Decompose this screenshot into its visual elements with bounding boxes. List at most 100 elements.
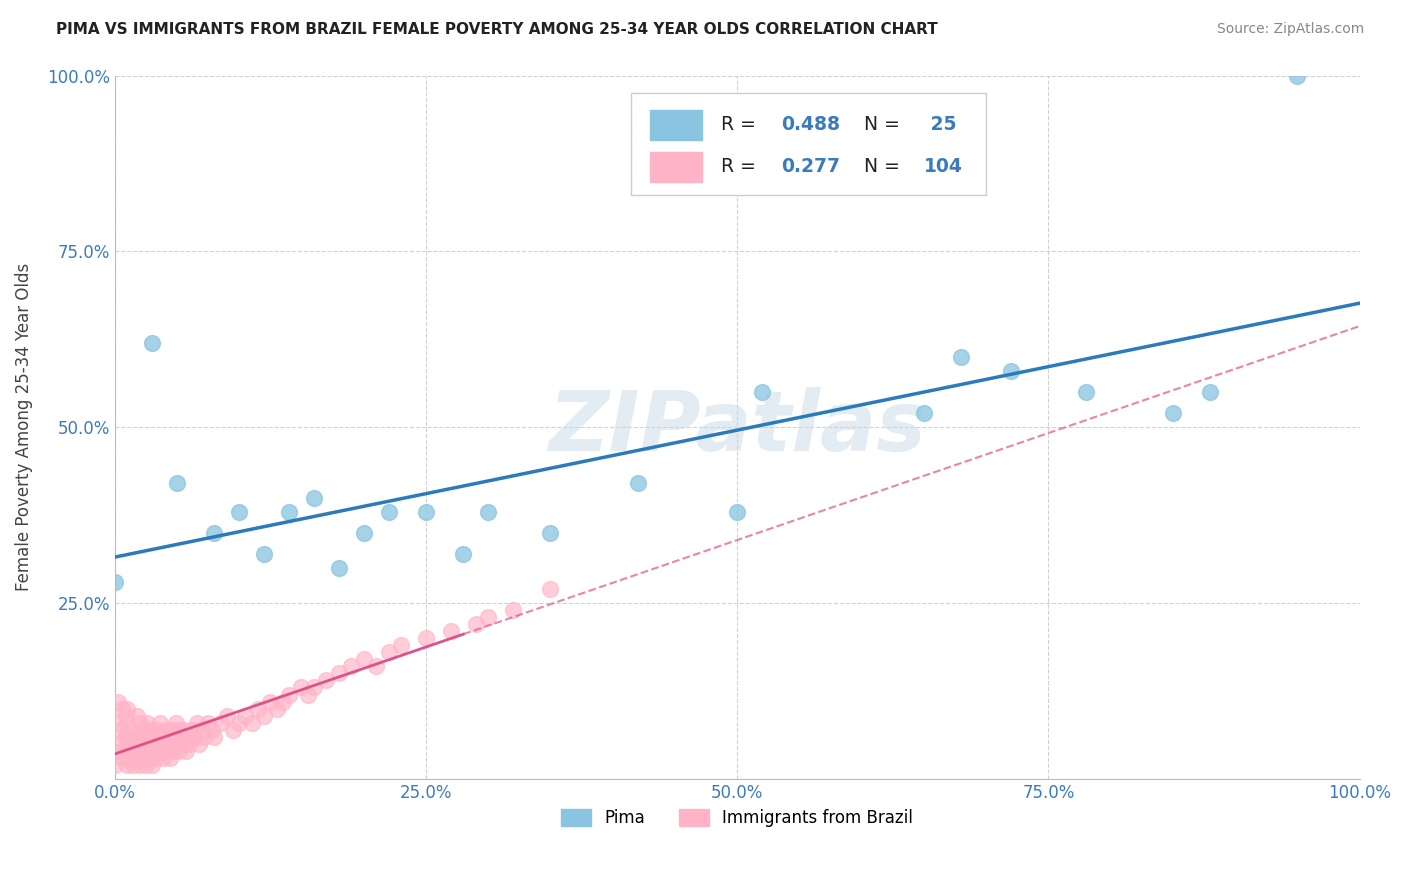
Immigrants from Brazil [127, 708, 149, 723]
Immigrants from Brazil [202, 730, 225, 744]
Immigrants from Brazil [174, 744, 197, 758]
Immigrants from Brazil [156, 744, 179, 758]
Pima [228, 505, 250, 519]
Immigrants from Brazil [128, 715, 150, 730]
Immigrants from Brazil [183, 730, 205, 744]
Immigrants from Brazil [107, 694, 129, 708]
Text: 25: 25 [924, 115, 956, 135]
Immigrants from Brazil [115, 701, 138, 715]
Immigrants from Brazil [159, 737, 181, 751]
Pima [1199, 385, 1222, 400]
Immigrants from Brazil [155, 723, 177, 737]
Immigrants from Brazil [146, 723, 169, 737]
Immigrants from Brazil [193, 730, 215, 744]
Immigrants from Brazil [440, 624, 463, 639]
Immigrants from Brazil [162, 744, 184, 758]
Y-axis label: Female Poverty Among 25-34 Year Olds: Female Poverty Among 25-34 Year Olds [15, 263, 32, 591]
Immigrants from Brazil [215, 708, 238, 723]
Immigrants from Brazil [173, 723, 195, 737]
Immigrants from Brazil [148, 737, 170, 751]
Immigrants from Brazil [135, 730, 157, 744]
Immigrants from Brazil [115, 744, 138, 758]
Bar [650, 153, 702, 182]
Immigrants from Brazil [112, 751, 135, 765]
Pima [950, 350, 973, 364]
Immigrants from Brazil [315, 673, 337, 688]
Immigrants from Brazil [366, 659, 388, 673]
Immigrants from Brazil [278, 688, 301, 702]
Immigrants from Brazil [464, 617, 486, 632]
Immigrants from Brazil [271, 694, 294, 708]
Immigrants from Brazil [138, 737, 160, 751]
Pima [141, 335, 163, 350]
Immigrants from Brazil [389, 638, 412, 652]
Immigrants from Brazil [477, 610, 499, 624]
Immigrants from Brazil [186, 715, 208, 730]
Immigrants from Brazil [297, 688, 319, 702]
Pima [377, 505, 399, 519]
Immigrants from Brazil [152, 751, 174, 765]
Immigrants from Brazil [328, 666, 350, 681]
Immigrants from Brazil [415, 632, 437, 646]
Immigrants from Brazil [128, 757, 150, 772]
Immigrants from Brazil [143, 730, 166, 744]
Immigrants from Brazil [124, 751, 146, 765]
Immigrants from Brazil [159, 751, 181, 765]
Pima [302, 491, 325, 505]
Immigrants from Brazil [108, 744, 131, 758]
Pima [253, 547, 276, 561]
Immigrants from Brazil [266, 701, 288, 715]
Pima [328, 561, 350, 575]
Pima [202, 525, 225, 540]
Immigrants from Brazil [209, 715, 232, 730]
Immigrants from Brazil [149, 744, 172, 758]
Pima [1286, 69, 1309, 83]
Pima [751, 385, 773, 400]
Immigrants from Brazil [115, 757, 138, 772]
Immigrants from Brazil [197, 715, 219, 730]
Pima [1074, 385, 1097, 400]
Immigrants from Brazil [129, 730, 152, 744]
Text: R =: R = [721, 115, 762, 135]
Immigrants from Brazil [134, 744, 156, 758]
Pima [453, 547, 475, 561]
Text: 104: 104 [924, 158, 963, 177]
Pima [725, 505, 748, 519]
Immigrants from Brazil [120, 737, 142, 751]
Pima [912, 406, 935, 420]
Pima [166, 476, 188, 491]
Immigrants from Brazil [127, 744, 149, 758]
Text: 0.277: 0.277 [780, 158, 839, 177]
Immigrants from Brazil [111, 701, 134, 715]
Text: R =: R = [721, 158, 762, 177]
Immigrants from Brazil [153, 737, 176, 751]
Pima [626, 476, 648, 491]
Immigrants from Brazil [253, 708, 276, 723]
Immigrants from Brazil [259, 694, 281, 708]
Pima [353, 525, 375, 540]
Immigrants from Brazil [538, 582, 561, 596]
Immigrants from Brazil [176, 730, 198, 744]
Immigrants from Brazil [201, 723, 224, 737]
Text: PIMA VS IMMIGRANTS FROM BRAZIL FEMALE POVERTY AMONG 25-34 YEAR OLDS CORRELATION : PIMA VS IMMIGRANTS FROM BRAZIL FEMALE PO… [56, 22, 938, 37]
Immigrants from Brazil [132, 723, 155, 737]
Immigrants from Brazil [502, 603, 524, 617]
Immigrants from Brazil [246, 701, 269, 715]
Immigrants from Brazil [240, 715, 263, 730]
Pima [477, 505, 499, 519]
Immigrants from Brazil [138, 751, 160, 765]
Immigrants from Brazil [148, 715, 170, 730]
Immigrants from Brazil [139, 723, 162, 737]
FancyBboxPatch shape [631, 93, 986, 195]
Immigrants from Brazil [135, 757, 157, 772]
Bar [650, 110, 702, 139]
Immigrants from Brazil [157, 730, 180, 744]
Immigrants from Brazil [302, 681, 325, 695]
Immigrants from Brazil [105, 715, 128, 730]
Immigrants from Brazil [121, 723, 143, 737]
Immigrants from Brazil [165, 715, 187, 730]
Pima [104, 574, 127, 589]
Immigrants from Brazil [104, 757, 127, 772]
Immigrants from Brazil [145, 751, 167, 765]
Immigrants from Brazil [377, 645, 399, 659]
